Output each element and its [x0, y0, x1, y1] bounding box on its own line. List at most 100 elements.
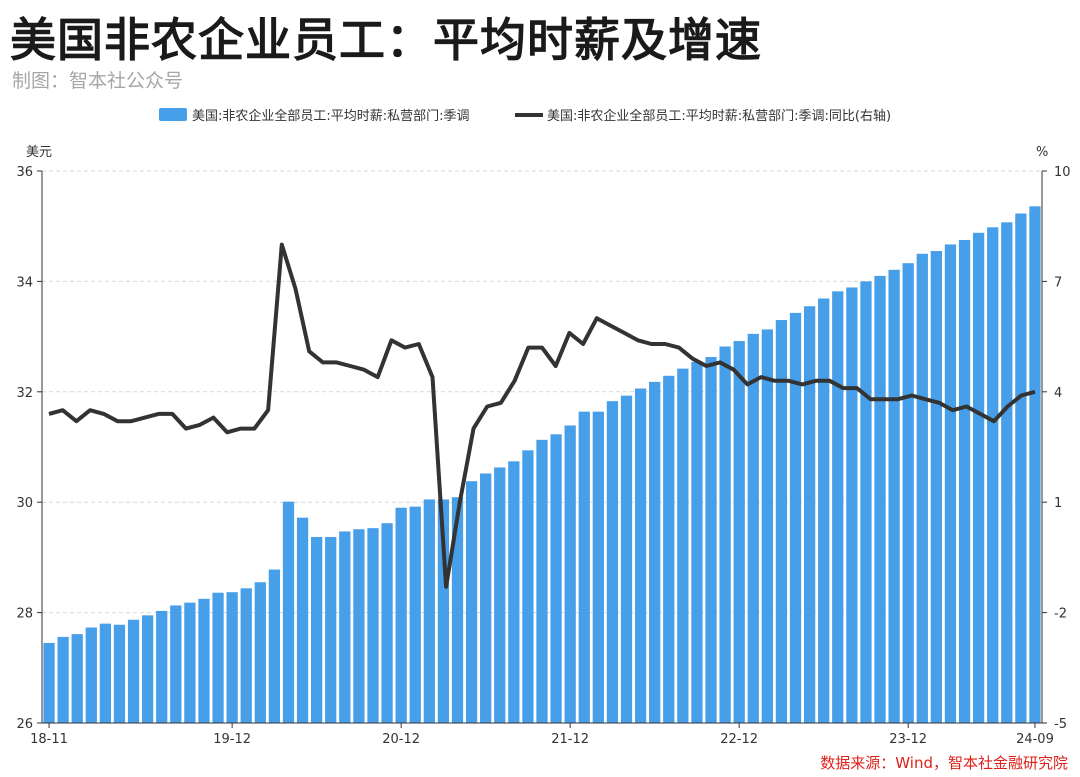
bar: [367, 528, 379, 723]
bar: [705, 357, 717, 723]
bar: [916, 253, 928, 724]
yoy-line: [48, 242, 1036, 589]
bar: [451, 497, 464, 723]
bar: [465, 481, 478, 723]
bar: [508, 461, 520, 723]
bar: [564, 425, 576, 723]
bar: [494, 467, 506, 723]
bar: [522, 450, 534, 723]
bar: [789, 312, 802, 723]
x-axis-tick-label: 24-09: [1016, 732, 1054, 747]
bar: [888, 269, 900, 723]
right-axis-unit: %: [1036, 145, 1048, 160]
bar: [846, 287, 858, 723]
bar: [958, 240, 971, 723]
legend-line-label: 美国:非农企业全部员工:平均时薪:私营部门:季调:同比(右轴): [547, 108, 891, 124]
bar: [339, 531, 351, 723]
bar: [987, 227, 999, 723]
bar: [578, 411, 590, 723]
data-source: 数据来源：Wind，智本社金融研究院: [820, 754, 1068, 772]
bar: [1015, 213, 1027, 723]
bar: [43, 642, 55, 723]
right-axis-tick-label: 1: [1054, 496, 1062, 511]
bar: [254, 582, 266, 723]
right-axis-tick-label: 4: [1054, 386, 1062, 401]
bar: [282, 501, 295, 723]
bar: [634, 388, 647, 723]
bar: [1001, 222, 1013, 723]
bar: [592, 411, 604, 723]
bar: [620, 395, 633, 723]
bar: [85, 627, 97, 723]
x-axis-tick-label: 21-12: [551, 732, 589, 747]
bar: [71, 634, 83, 723]
bar: [296, 517, 309, 723]
x-axis-tick-label: 20-12: [382, 732, 420, 747]
bar: [677, 368, 689, 723]
chart-title: 美国非农企业员工：平均时薪及增速: [10, 13, 762, 67]
bar: [170, 605, 182, 723]
bar: [353, 529, 365, 723]
bar: [268, 569, 281, 723]
bar: [311, 536, 323, 723]
right-axis-tick-label: 7: [1054, 275, 1062, 290]
bar: [818, 298, 830, 723]
bar: [775, 320, 788, 723]
bar: [395, 507, 407, 723]
bar: [803, 306, 816, 723]
bar: [761, 329, 773, 723]
legend-bar-label: 美国:非农企业全部员工:平均时薪:私营部门:季调: [192, 108, 470, 124]
bar: [550, 434, 562, 723]
bar: [874, 275, 886, 723]
bar: [325, 536, 337, 723]
x-axis-tick-label: 23-12: [889, 732, 927, 747]
bar: [240, 588, 252, 723]
bar: [606, 401, 619, 723]
bar: [480, 473, 492, 723]
bar: [733, 341, 745, 723]
left-axis-tick-label: 32: [16, 386, 33, 401]
legend-bar-swatch: [159, 108, 187, 121]
bar: [719, 346, 731, 723]
bar: [156, 610, 168, 723]
bar: [423, 499, 435, 723]
bar: [142, 615, 154, 723]
bar: [184, 602, 196, 723]
bar: [198, 598, 210, 723]
bar: [972, 232, 985, 723]
x-axis-tick-label: 18-11: [30, 732, 68, 747]
x-axis-tick-label: 22-12: [720, 732, 758, 747]
bar: [437, 499, 450, 723]
bar: [663, 375, 675, 723]
bar: [832, 291, 844, 723]
bar: [127, 619, 140, 723]
bar: [649, 381, 661, 723]
bar: [691, 361, 703, 723]
bar: [930, 251, 942, 724]
left-axis-tick-label: 34: [16, 275, 33, 290]
bar: [381, 523, 393, 723]
bar: [409, 506, 421, 723]
bar: [212, 592, 224, 723]
left-axis-tick-label: 28: [16, 607, 33, 622]
bar: [113, 624, 126, 723]
bar: [536, 439, 548, 723]
right-axis-tick-label: 10: [1054, 165, 1071, 180]
right-axis-tick-label: -5: [1054, 717, 1067, 732]
bar: [747, 333, 759, 723]
left-axis-unit: 美元: [26, 145, 52, 160]
left-axis-tick-label: 26: [16, 717, 33, 732]
bar: [226, 592, 238, 723]
bar: [99, 623, 112, 723]
bar: [902, 263, 914, 723]
bar: [1029, 206, 1041, 723]
left-axis-tick-label: 36: [16, 165, 33, 180]
right-axis-tick-label: -2: [1054, 607, 1067, 622]
left-axis-tick-label: 30: [16, 496, 33, 511]
x-axis-tick-label: 19-12: [213, 732, 251, 747]
chart-subtitle: 制图：智本社公众号: [12, 70, 184, 92]
bar: [944, 244, 957, 723]
bar: [860, 281, 872, 723]
bar: [57, 636, 69, 723]
